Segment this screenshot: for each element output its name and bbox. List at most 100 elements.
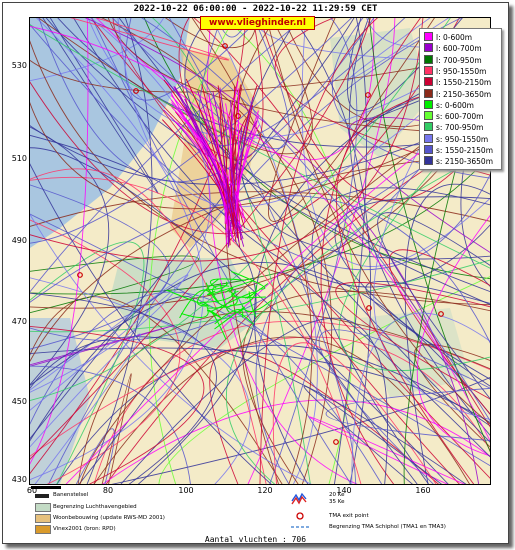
tma-exit-point xyxy=(77,272,83,278)
flight-track xyxy=(30,296,283,484)
flight-track xyxy=(30,18,371,460)
flight-track xyxy=(30,241,145,484)
flight-track xyxy=(318,329,490,484)
flight-track xyxy=(259,18,379,484)
approach-track xyxy=(227,127,243,248)
departure-track xyxy=(181,306,209,318)
legend-label: l: 600-700m xyxy=(436,44,482,54)
flight-track xyxy=(240,18,490,260)
flight-track xyxy=(30,213,490,467)
flight-track xyxy=(124,18,261,101)
housing-swatch xyxy=(35,514,51,523)
flight-track xyxy=(368,18,490,453)
flight-track xyxy=(30,219,181,484)
tma-exit-point xyxy=(365,92,371,98)
legend-item: s: 700-950m xyxy=(424,122,483,132)
legend-label: s: 2150-3650m xyxy=(436,157,494,167)
legend-item: s: 1550-2150m xyxy=(424,145,493,155)
flight-track xyxy=(93,320,490,484)
ke35-label: 35 Ke xyxy=(329,499,345,505)
runway-label: Banenstelsel xyxy=(53,492,89,498)
flight-track xyxy=(30,126,110,386)
legend-swatch xyxy=(424,65,433,75)
departure-track xyxy=(231,310,254,325)
departure-track xyxy=(219,282,230,313)
tma-exit-label: TMA exit point xyxy=(329,513,369,519)
scale-bar xyxy=(31,486,61,489)
departure-track xyxy=(209,278,246,289)
flight-track xyxy=(73,18,490,288)
flight-track xyxy=(38,18,375,182)
flight-track xyxy=(191,18,313,484)
departure-track xyxy=(205,282,230,309)
legend-item: l: 1550-2150m xyxy=(424,77,491,87)
flight-track xyxy=(30,255,199,314)
flight-track xyxy=(111,18,290,149)
legend-label: l: 2150-3650m xyxy=(436,89,492,99)
legend-label: s: 600-700m xyxy=(436,112,484,122)
approach-track xyxy=(219,87,239,229)
approach-track xyxy=(171,106,246,223)
legend-label: s: 1550-2150m xyxy=(436,146,494,155)
map-key: Banenstelsel Begrenzing Luchthavengebied… xyxy=(29,484,489,535)
tma-exit-icon xyxy=(296,512,304,520)
flight-track xyxy=(389,249,490,415)
flight-track xyxy=(30,168,267,484)
legend-label: l: 1550-2150m xyxy=(436,78,492,88)
brand-banner[interactable]: www.vlieghinder.nl xyxy=(200,16,315,30)
flight-track xyxy=(30,18,211,393)
flight-track xyxy=(30,18,165,82)
flight-track xyxy=(75,428,115,484)
flight-track xyxy=(178,18,460,484)
airport-area-swatch xyxy=(35,503,51,512)
flight-track xyxy=(56,344,490,484)
legend-swatch xyxy=(424,54,433,64)
legend-swatch xyxy=(424,88,433,98)
legend-item: s: 600-700m xyxy=(424,111,483,121)
legend-swatch xyxy=(424,77,433,87)
departure-track xyxy=(206,309,227,340)
flight-track xyxy=(30,292,217,484)
legend-item: s: 2150-3650m xyxy=(424,156,493,166)
flight-track xyxy=(30,18,451,401)
legend-label: l: 0-600m xyxy=(436,33,473,42)
map-canvas xyxy=(30,18,490,484)
departure-track xyxy=(214,307,245,330)
flight-count: Aantal vluchten : 706 xyxy=(204,535,307,544)
flight-track xyxy=(30,24,490,271)
flight-track xyxy=(333,18,367,484)
map-window: 2022-10-22 06:00:00 - 2022-10-22 11:29:5… xyxy=(2,2,509,544)
departure-track xyxy=(199,289,236,303)
flight-track xyxy=(30,18,305,293)
flight-track xyxy=(309,416,465,484)
legend-item: l: 700-950m xyxy=(424,54,482,65)
flight-track xyxy=(100,18,333,484)
flight-track xyxy=(79,93,490,484)
legend-label: s: 0-600m xyxy=(436,100,474,110)
y-tick-label: 430 xyxy=(11,475,27,484)
flight-track xyxy=(30,40,490,306)
flight-track-map[interactable] xyxy=(29,17,491,485)
y-tick-label: 470 xyxy=(11,317,27,326)
flight-track xyxy=(193,18,490,428)
flight-track xyxy=(325,387,490,442)
tma-exit-point xyxy=(133,88,139,94)
legend-swatch xyxy=(424,111,433,121)
tma-boundary-icon xyxy=(291,526,309,528)
flight-track xyxy=(30,333,142,484)
x-tick-label: 120 xyxy=(257,486,273,495)
tma-exit-point xyxy=(222,43,228,49)
water-area xyxy=(30,18,190,248)
airport-area-label: Begrenzing Luchthavengebied xyxy=(53,504,137,510)
flight-track xyxy=(111,376,490,484)
altitude-legend: l: 0-600m l: 600-700m l: 700-950m l: 950-15… xyxy=(419,28,502,170)
flight-track xyxy=(292,18,372,484)
departure-track xyxy=(197,278,219,307)
flight-track xyxy=(416,215,490,457)
flight-track xyxy=(272,342,437,484)
flight-track xyxy=(348,18,490,436)
flight-track xyxy=(30,18,246,475)
legend-swatch xyxy=(424,145,433,154)
x-tick-label: 100 xyxy=(178,486,194,495)
flight-track xyxy=(141,18,490,422)
